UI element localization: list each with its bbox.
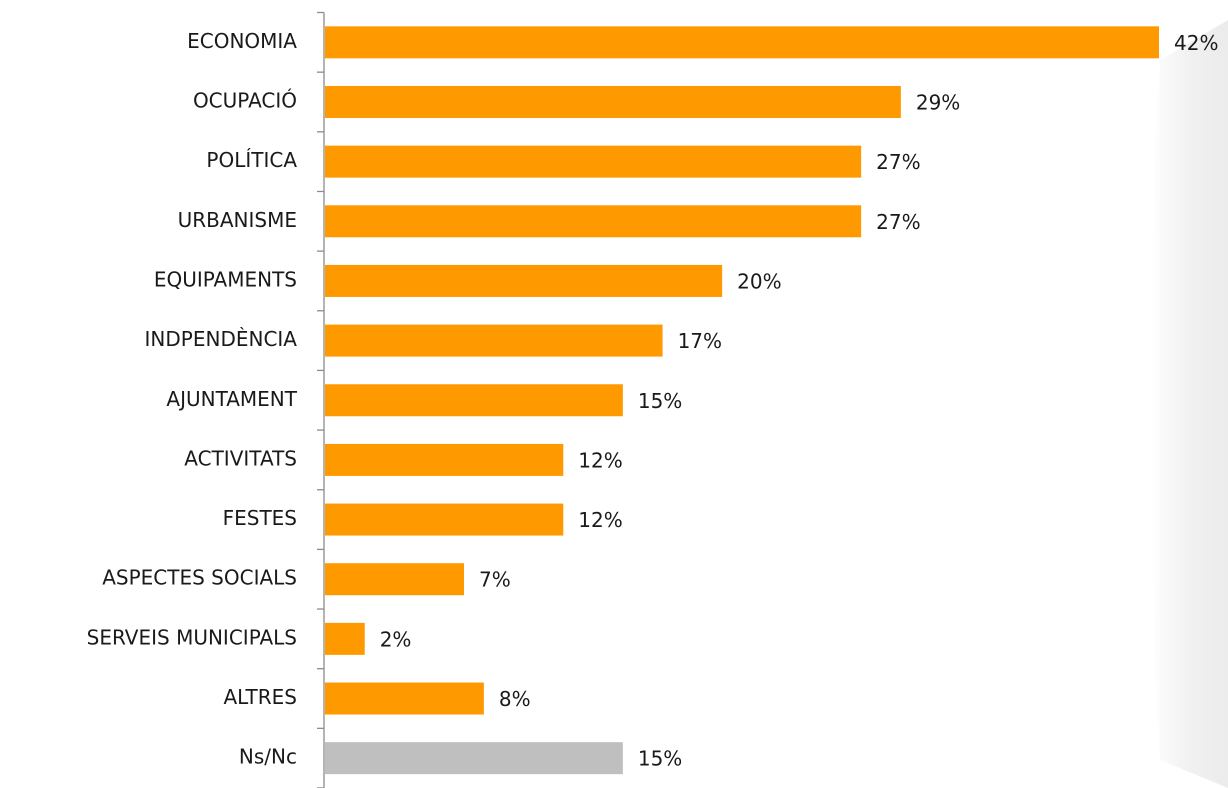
category-label: OCUPACIÓ [193, 88, 297, 112]
bar [325, 205, 862, 238]
bar [325, 503, 564, 536]
bar [325, 324, 663, 357]
value-label: 2% [380, 627, 412, 651]
value-label: 42% [1174, 31, 1218, 55]
category-label: POLÍTICA [206, 148, 297, 172]
value-label: 27% [876, 150, 920, 174]
value-label: 29% [916, 90, 960, 114]
category-label: Ns/Nc [239, 745, 297, 769]
value-label: 15% [638, 389, 682, 413]
value-label: 12% [578, 448, 622, 472]
category-label: SERVEIS MUNICIPALS [87, 625, 297, 649]
category-label: FESTES [223, 506, 297, 530]
category-label: ALTRES [223, 685, 297, 709]
value-label: 15% [638, 747, 682, 771]
bar [325, 682, 484, 715]
category-label: EQUIPAMENTS [154, 267, 297, 291]
bar [325, 26, 1159, 59]
bar [325, 622, 365, 655]
category-label: URBANISME [178, 208, 297, 232]
category-label: ACTIVITATS [184, 446, 297, 470]
value-label: 8% [499, 687, 531, 711]
category-label: AJUNTAMENT [166, 387, 297, 411]
bar [325, 742, 623, 775]
plot-area: ECONOMIA 42% OCUPACIÓ 29% POLÍTICA 27% URBANIS… [87, 11, 1218, 788]
bar [325, 384, 623, 417]
category-label: ECONOMIA [187, 29, 297, 53]
bar [325, 85, 901, 118]
value-label: 7% [479, 568, 511, 592]
bar [325, 443, 564, 476]
bar [325, 264, 723, 297]
value-label: 20% [737, 269, 781, 293]
category-label: INDPENDÈNCIA [145, 327, 298, 351]
category-label: ASPECTES SOCIALS [102, 566, 297, 590]
background-decoration [1150, 20, 1228, 788]
value-label: 27% [876, 210, 920, 234]
value-label: 12% [578, 508, 622, 532]
bar [325, 145, 862, 178]
bar [325, 563, 464, 596]
value-label: 17% [678, 329, 722, 353]
